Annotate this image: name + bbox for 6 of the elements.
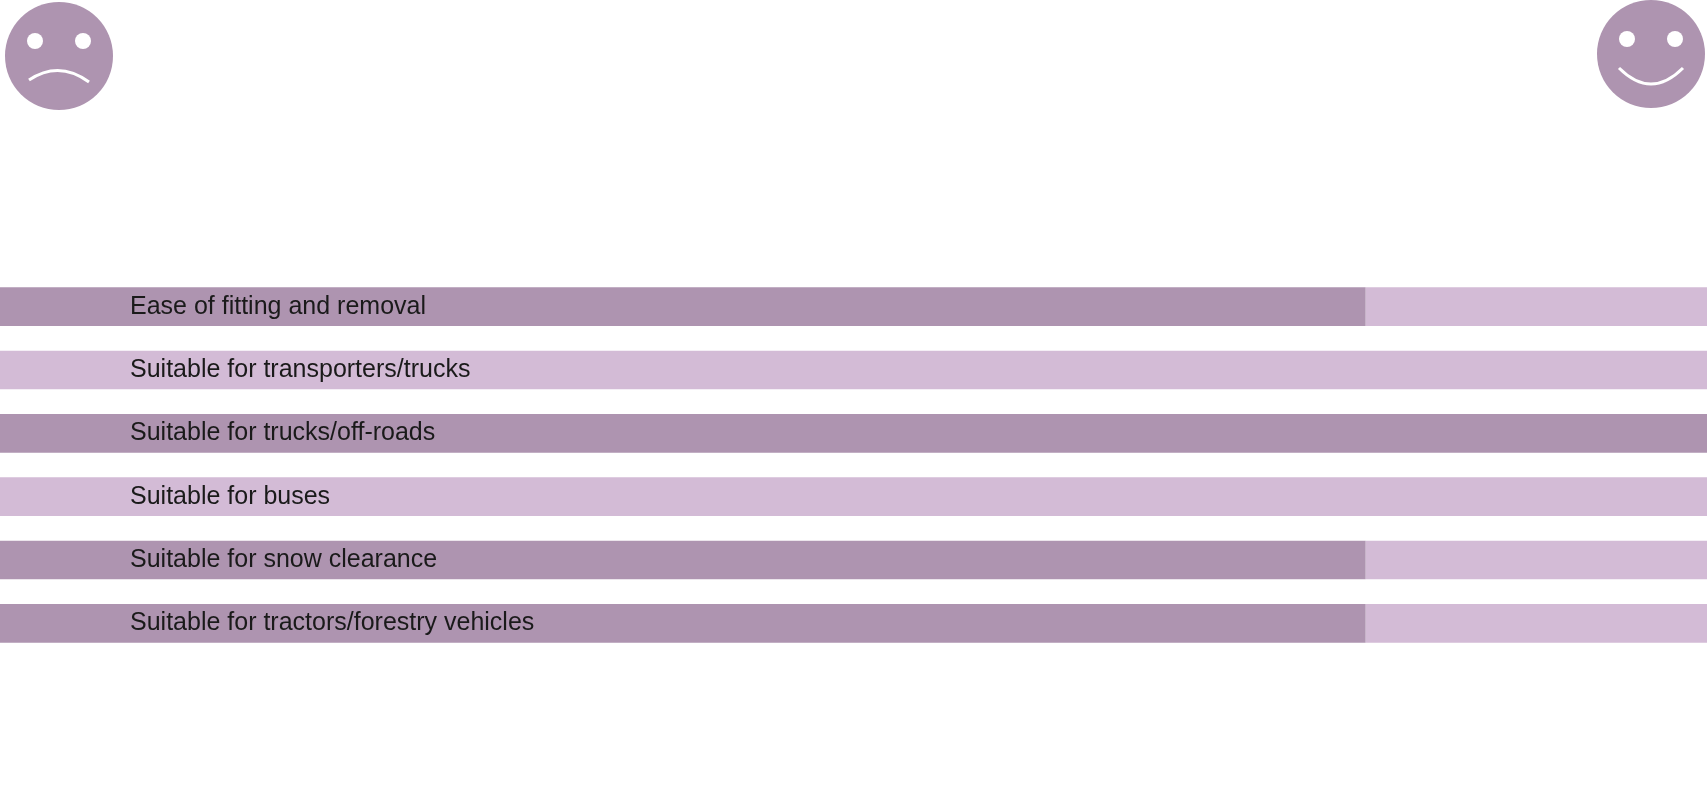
y-tick-label: Suitable for buses xyxy=(130,480,331,509)
y-tick-label: Suitable for snow clearance xyxy=(130,543,438,572)
y-tick-label: Suitable for trucks/off-roads xyxy=(130,417,436,446)
y-tick-label: Suitable for transporters/trucks xyxy=(130,353,471,382)
y-tick-label: Ease of fitting and removal xyxy=(130,290,426,319)
y-tick-label: Suitable for tractors/forestry vehicles xyxy=(130,607,535,636)
